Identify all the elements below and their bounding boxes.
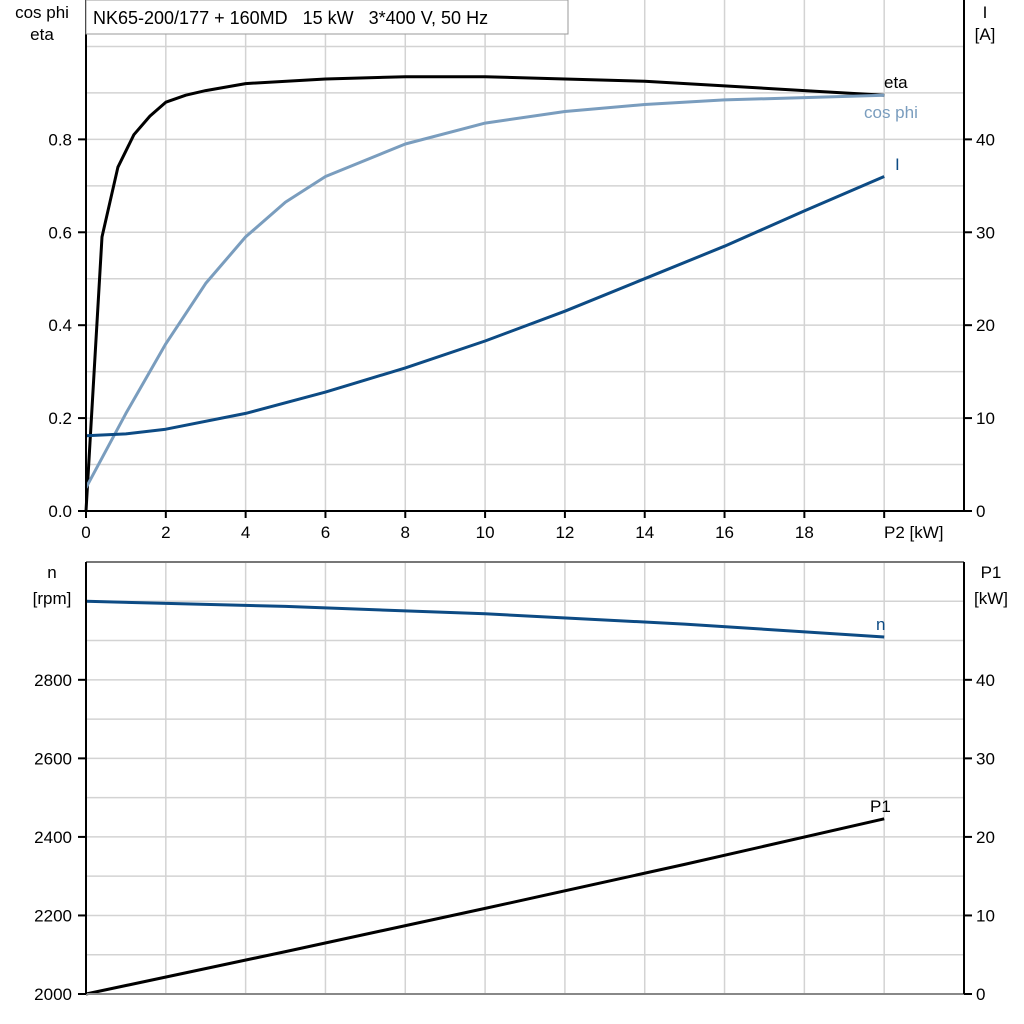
right-tick-label: 20 [976,316,995,335]
series-label-cos-phi: cos phi [864,103,918,122]
left-tick-label: 0.6 [48,223,72,242]
series-label-n: n [876,615,885,634]
x-tick-label: 12 [555,523,574,542]
x-tick-label: 8 [401,523,410,542]
left-tick-label: 0.0 [48,502,72,521]
left-tick-label: 0.4 [48,316,72,335]
axes: 0.0 0.2 0.4 0.6 0.8 0 10 20 30 40 0 2 4 6 8 10 12 14 16 18 2… [34,0,995,1004]
right-tick-label: 10 [976,906,995,925]
series-line-n [85,599,885,639]
right-tick-label: 20 [976,828,995,847]
curves [84,75,885,996]
right-tick-label: 0 [976,985,985,1004]
bottom-plot-grid [86,562,964,994]
bottom-right-axis-label-1: P1 [981,563,1002,582]
left-tick-label: 2400 [34,828,72,847]
x-tick-label: 16 [715,523,734,542]
x-tick-label: 10 [476,523,495,542]
x-tick-label: 14 [635,523,654,542]
x-tick-label: 2 [161,523,170,542]
x-axis-label: P2 [kW] [884,523,944,542]
top-left-axis-label-1: cos phi [15,3,69,22]
left-tick-label: 2800 [34,671,72,690]
series-label-eta: eta [884,73,908,92]
left-tick-label: 0.2 [48,409,72,428]
right-tick-label: 30 [976,223,995,242]
right-tick-label: 10 [976,409,995,428]
right-tick-label: 40 [976,671,995,690]
x-tick-label: 18 [795,523,814,542]
x-tick-label: 4 [241,523,250,542]
series-line-i [85,175,885,438]
left-tick-label: 2600 [34,749,72,768]
bottom-left-axis-label-2: [rpm] [33,589,72,608]
series-line-p1 [85,817,885,996]
x-tick-label: 6 [321,523,330,542]
x-tick-label: 0 [81,523,90,542]
bottom-right-axis-label-2: [kW] [974,589,1008,608]
series-label-p1: P1 [870,797,891,816]
right-tick-label: 40 [976,130,995,149]
series-line-cos-phi [84,93,885,489]
top-right-axis-label-2: [A] [975,25,996,44]
series-line-eta [84,75,885,512]
top-left-axis-label-2: eta [30,25,54,44]
chart-title: NK65-200/177 + 160MD 15 kW 3*400 V, 50 H… [93,8,488,28]
title-box [85,0,569,35]
top-right-axis-label-1: I [983,3,988,22]
left-tick-label: 2000 [34,985,72,1004]
right-tick-label: 30 [976,749,995,768]
bottom-left-axis-label-1: n [47,563,56,582]
right-tick-label: 0 [976,502,985,521]
left-tick-label: 2200 [34,906,72,925]
series-label-i: I [895,155,900,174]
left-tick-label: 0.8 [48,130,72,149]
